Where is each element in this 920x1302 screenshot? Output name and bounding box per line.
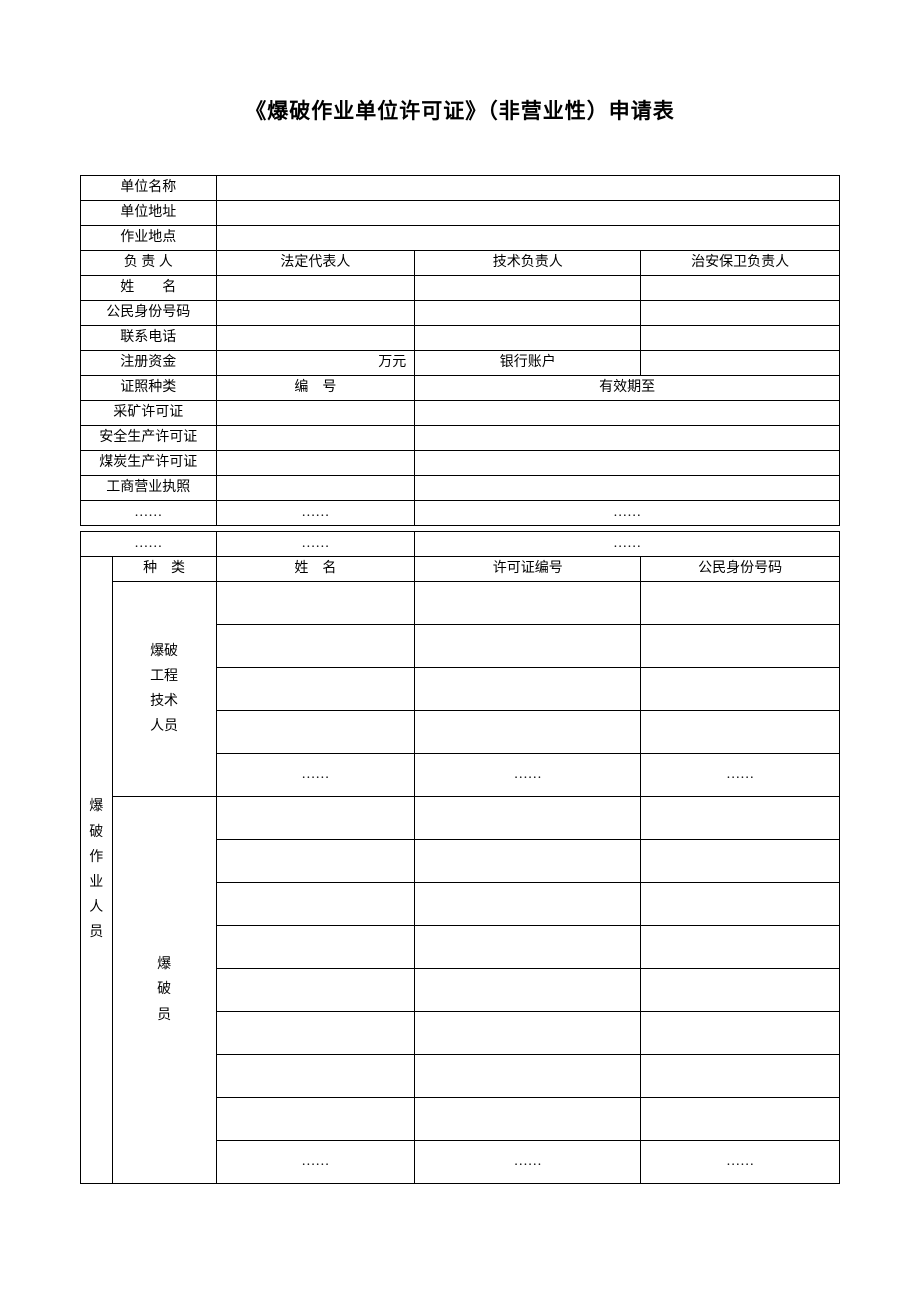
value-mining-permit-no[interactable]: [216, 401, 415, 426]
value-legal-rep-id[interactable]: [216, 301, 415, 326]
value-security-lead-id[interactable]: [641, 301, 840, 326]
blaster-row-5-id[interactable]: [641, 969, 840, 1012]
label-blasting-staff: 爆破作业人员: [81, 557, 113, 1184]
tech-row-2-name[interactable]: [216, 625, 415, 668]
label-name: 姓 名: [81, 276, 217, 301]
blaster-row-3-name[interactable]: [216, 883, 415, 926]
tech-row-4-id[interactable]: [641, 711, 840, 754]
label-p-name: 姓 名: [216, 557, 415, 582]
blaster-row-3-permit[interactable]: [415, 883, 641, 926]
blaster-row-9-permit[interactable]: ……: [415, 1141, 641, 1184]
label-extra-cert-1: ……: [81, 501, 217, 526]
value-extra-cert-2-valid[interactable]: ……: [415, 532, 840, 557]
blaster-row-9-id[interactable]: ……: [641, 1141, 840, 1184]
value-security-lead-name[interactable]: [641, 276, 840, 301]
label-security-lead: 治安保卫负责人: [641, 251, 840, 276]
blaster-row-2-id[interactable]: [641, 840, 840, 883]
blaster-row-1-id[interactable]: [641, 797, 840, 840]
label-cert-type: 证照种类: [81, 376, 217, 401]
value-extra-cert-1-no[interactable]: ……: [216, 501, 415, 526]
blaster-row-8-permit[interactable]: [415, 1098, 641, 1141]
blaster-row-2-permit[interactable]: [415, 840, 641, 883]
value-mining-permit-valid[interactable]: [415, 401, 840, 426]
value-work-location[interactable]: [216, 226, 839, 251]
tech-row-1-id[interactable]: [641, 582, 840, 625]
value-safety-permit-valid[interactable]: [415, 426, 840, 451]
blaster-row-6-permit[interactable]: [415, 1012, 641, 1055]
value-coal-permit-valid[interactable]: [415, 451, 840, 476]
tech-row-5-permit[interactable]: ……: [415, 754, 641, 797]
label-p-permit-no: 许可证编号: [415, 557, 641, 582]
blaster-row-5-permit[interactable]: [415, 969, 641, 1012]
blaster-row-1-permit[interactable]: [415, 797, 641, 840]
label-mining-permit: 采矿许可证: [81, 401, 217, 426]
label-unit-address: 单位地址: [81, 201, 217, 226]
label-cert-number: 编 号: [216, 376, 415, 401]
tech-row-5-name[interactable]: ……: [216, 754, 415, 797]
label-bank-account: 银行账户: [415, 351, 641, 376]
label-business-license: 工商营业执照: [81, 476, 217, 501]
value-extra-cert-2-no[interactable]: ……: [216, 532, 415, 557]
label-responsible-person: 负 责 人: [81, 251, 217, 276]
value-reg-capital[interactable]: 万元: [216, 351, 415, 376]
label-phone: 联系电话: [81, 326, 217, 351]
label-safety-permit: 安全生产许可证: [81, 426, 217, 451]
label-category: 种 类: [112, 557, 216, 582]
blaster-row-9-name[interactable]: ……: [216, 1141, 415, 1184]
label-p-id: 公民身份号码: [641, 557, 840, 582]
value-business-license-no[interactable]: [216, 476, 415, 501]
tech-row-3-id[interactable]: [641, 668, 840, 711]
label-work-location: 作业地点: [81, 226, 217, 251]
blaster-row-4-permit[interactable]: [415, 926, 641, 969]
value-tech-lead-phone[interactable]: [415, 326, 641, 351]
tech-row-5-id[interactable]: ……: [641, 754, 840, 797]
value-business-license-valid[interactable]: [415, 476, 840, 501]
value-legal-rep-name[interactable]: [216, 276, 415, 301]
value-legal-rep-phone[interactable]: [216, 326, 415, 351]
value-extra-cert-1-valid[interactable]: ……: [415, 501, 840, 526]
label-unit-name: 单位名称: [81, 176, 217, 201]
blaster-row-7-name[interactable]: [216, 1055, 415, 1098]
application-form-table: 单位名称 单位地址 作业地点 负 责 人 法定代表人 技术负责人 治安保卫负责人…: [80, 175, 840, 1184]
value-tech-lead-name[interactable]: [415, 276, 641, 301]
label-blaster: 爆破员: [112, 797, 216, 1184]
label-legal-rep: 法定代表人: [216, 251, 415, 276]
blaster-row-7-permit[interactable]: [415, 1055, 641, 1098]
page-title: 《爆破作业单位许可证》（非营业性）申请表: [80, 95, 840, 125]
blaster-row-6-id[interactable]: [641, 1012, 840, 1055]
label-id-number: 公民身份号码: [81, 301, 217, 326]
tech-row-1-permit[interactable]: [415, 582, 641, 625]
blaster-row-8-id[interactable]: [641, 1098, 840, 1141]
blaster-row-4-id[interactable]: [641, 926, 840, 969]
tech-row-4-permit[interactable]: [415, 711, 641, 754]
blaster-row-1-name[interactable]: [216, 797, 415, 840]
tech-row-2-id[interactable]: [641, 625, 840, 668]
blaster-row-2-name[interactable]: [216, 840, 415, 883]
blaster-row-6-name[interactable]: [216, 1012, 415, 1055]
label-valid-until: 有效期至: [415, 376, 840, 401]
value-security-lead-phone[interactable]: [641, 326, 840, 351]
value-safety-permit-no[interactable]: [216, 426, 415, 451]
tech-row-3-permit[interactable]: [415, 668, 641, 711]
blaster-row-7-id[interactable]: [641, 1055, 840, 1098]
value-coal-permit-no[interactable]: [216, 451, 415, 476]
label-coal-permit: 煤炭生产许可证: [81, 451, 217, 476]
value-unit-name[interactable]: [216, 176, 839, 201]
label-extra-cert-2: ……: [81, 532, 217, 557]
blaster-row-4-name[interactable]: [216, 926, 415, 969]
blaster-row-8-name[interactable]: [216, 1098, 415, 1141]
label-reg-capital: 注册资金: [81, 351, 217, 376]
blaster-row-3-id[interactable]: [641, 883, 840, 926]
tech-row-1-name[interactable]: [216, 582, 415, 625]
tech-row-4-name[interactable]: [216, 711, 415, 754]
tech-row-3-name[interactable]: [216, 668, 415, 711]
tech-row-2-permit[interactable]: [415, 625, 641, 668]
value-bank-account[interactable]: [641, 351, 840, 376]
value-unit-address[interactable]: [216, 201, 839, 226]
value-tech-lead-id[interactable]: [415, 301, 641, 326]
label-tech-lead: 技术负责人: [415, 251, 641, 276]
blaster-row-5-name[interactable]: [216, 969, 415, 1012]
label-blasting-tech: 爆破工程技术人员: [112, 582, 216, 797]
